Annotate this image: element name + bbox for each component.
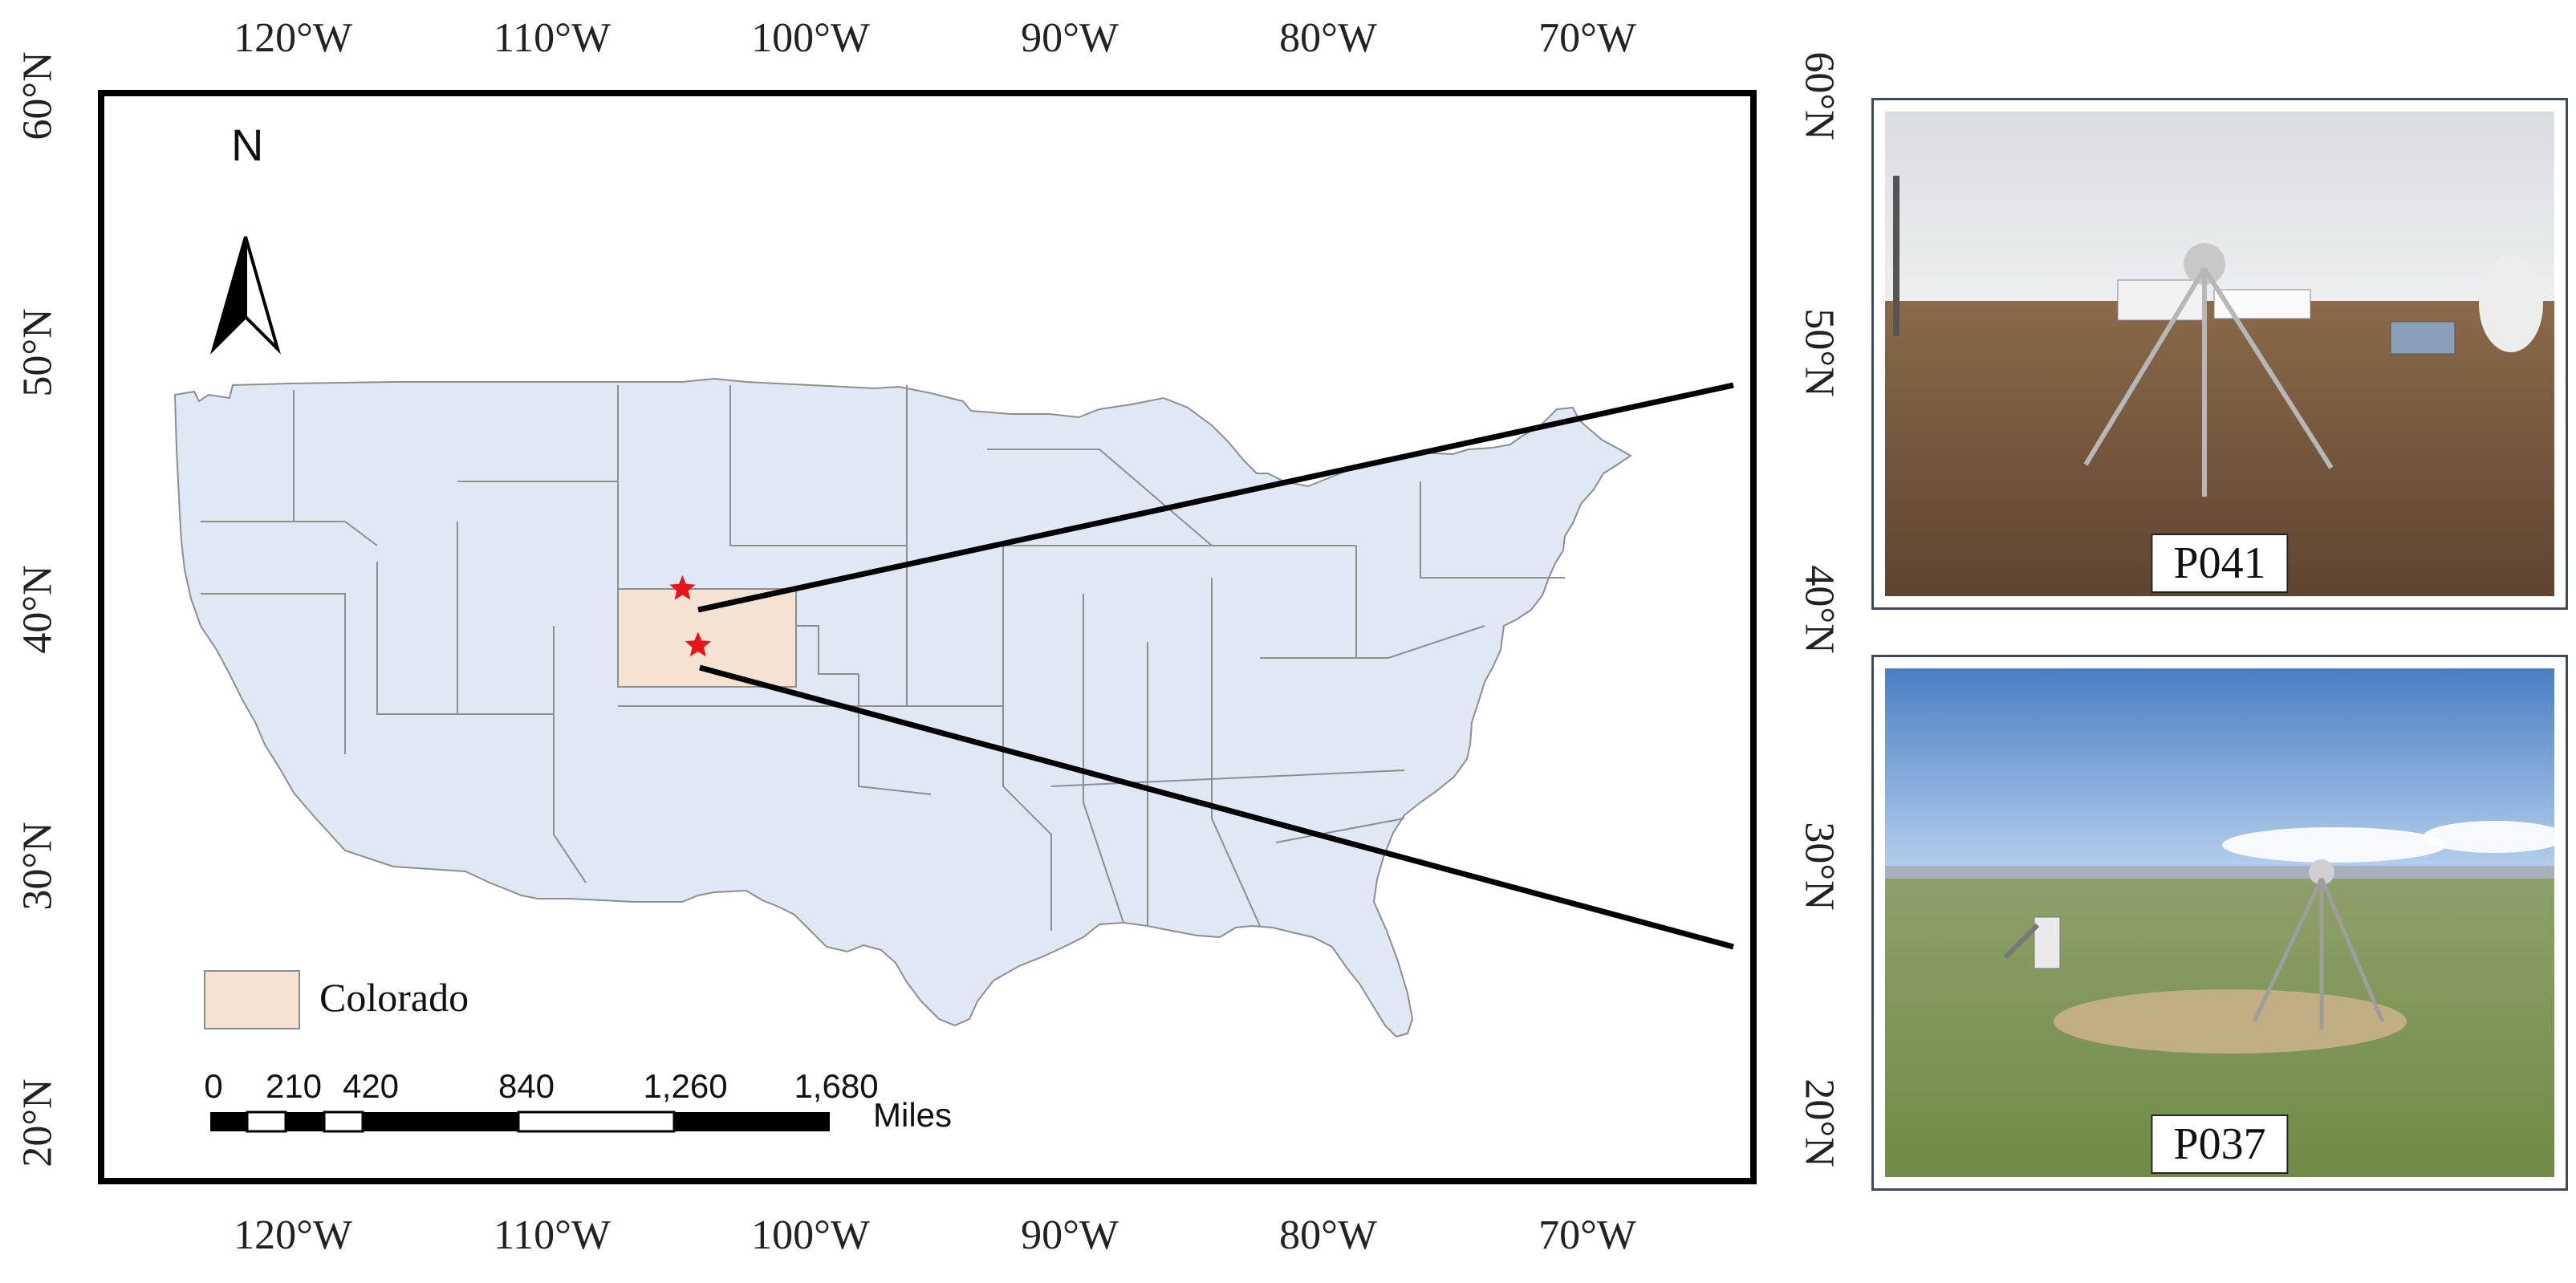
lat-tick-left-60: 60°N [14, 51, 61, 140]
scalebar-unit: Miles [873, 1096, 953, 1134]
lon-tick-bottom-120: 120°W [234, 1212, 352, 1258]
scalebar-label-1680: 1,680 [794, 1067, 879, 1105]
us-map [173, 236, 1734, 1133]
lat-tick-right-30: 30°N [1796, 822, 1843, 911]
station-star-p037 [685, 631, 711, 657]
lon-tick-bottom-70: 70°W [1538, 1212, 1636, 1258]
lat-tick-left-30: 30°N [14, 822, 61, 911]
scalebar-label-0: 0 [204, 1067, 223, 1105]
state-borders [201, 385, 1565, 931]
lat-tick-left-50: 50°N [14, 308, 61, 397]
scalebar-label-210: 210 [265, 1067, 323, 1105]
lon-tick-bottom-110: 110°W [494, 1212, 611, 1258]
station-stars [669, 575, 711, 657]
scale-bar [210, 1110, 830, 1133]
lon-tick-bottom-90: 90°W [1021, 1212, 1119, 1258]
station-star-p041 [669, 575, 696, 600]
scalebar-label-840: 840 [498, 1067, 555, 1105]
photo-label-p037: P037 [2151, 1115, 2289, 1174]
lat-tick-right-50: 50°N [1796, 308, 1843, 397]
arrow-to-p037 [699, 664, 1734, 950]
us-landmass [173, 377, 1632, 1038]
station-photo-p041 [1885, 112, 2554, 596]
lon-tick-top-120: 120°W [234, 15, 352, 61]
lat-tick-left-20: 20°N [14, 1078, 61, 1167]
lon-tick-top-100: 100°W [751, 15, 870, 61]
lon-tick-bottom-100: 100°W [751, 1212, 870, 1258]
lon-tick-bottom-80: 80°W [1279, 1212, 1377, 1258]
arrow-to-p041 [697, 382, 1734, 613]
lon-tick-top-110: 110°W [494, 15, 611, 61]
photo-panel-p037: P037 [1871, 655, 2568, 1191]
lat-tick-right-40: 40°N [1796, 565, 1843, 654]
lat-tick-right-20: 20°N [1796, 1078, 1843, 1167]
lon-tick-top-70: 70°W [1538, 15, 1636, 61]
scalebar-label-1260: 1,260 [643, 1067, 728, 1105]
photo-panel-p041: P041 [1871, 98, 2568, 610]
legend-swatch-colorado [204, 970, 300, 1029]
lon-tick-top-80: 80°W [1279, 15, 1377, 61]
photo-p041 [1885, 112, 2554, 596]
station-photo-p037 [1885, 668, 2554, 1177]
north-arrow-label: N [231, 120, 264, 170]
north-arrow [209, 236, 282, 355]
map-frame: N Colorado 0 210 420 840 1,260 1,680 Mil… [98, 90, 1757, 1184]
photo-label-p041: P041 [2151, 534, 2289, 593]
photo-p037 [1885, 668, 2554, 1177]
scalebar-label-420: 420 [342, 1067, 400, 1105]
legend-label-colorado: Colorado [319, 975, 469, 1020]
lon-tick-top-90: 90°W [1021, 15, 1119, 61]
lat-tick-left-40: 40°N [14, 565, 61, 654]
lat-tick-right-60: 60°N [1796, 51, 1843, 140]
